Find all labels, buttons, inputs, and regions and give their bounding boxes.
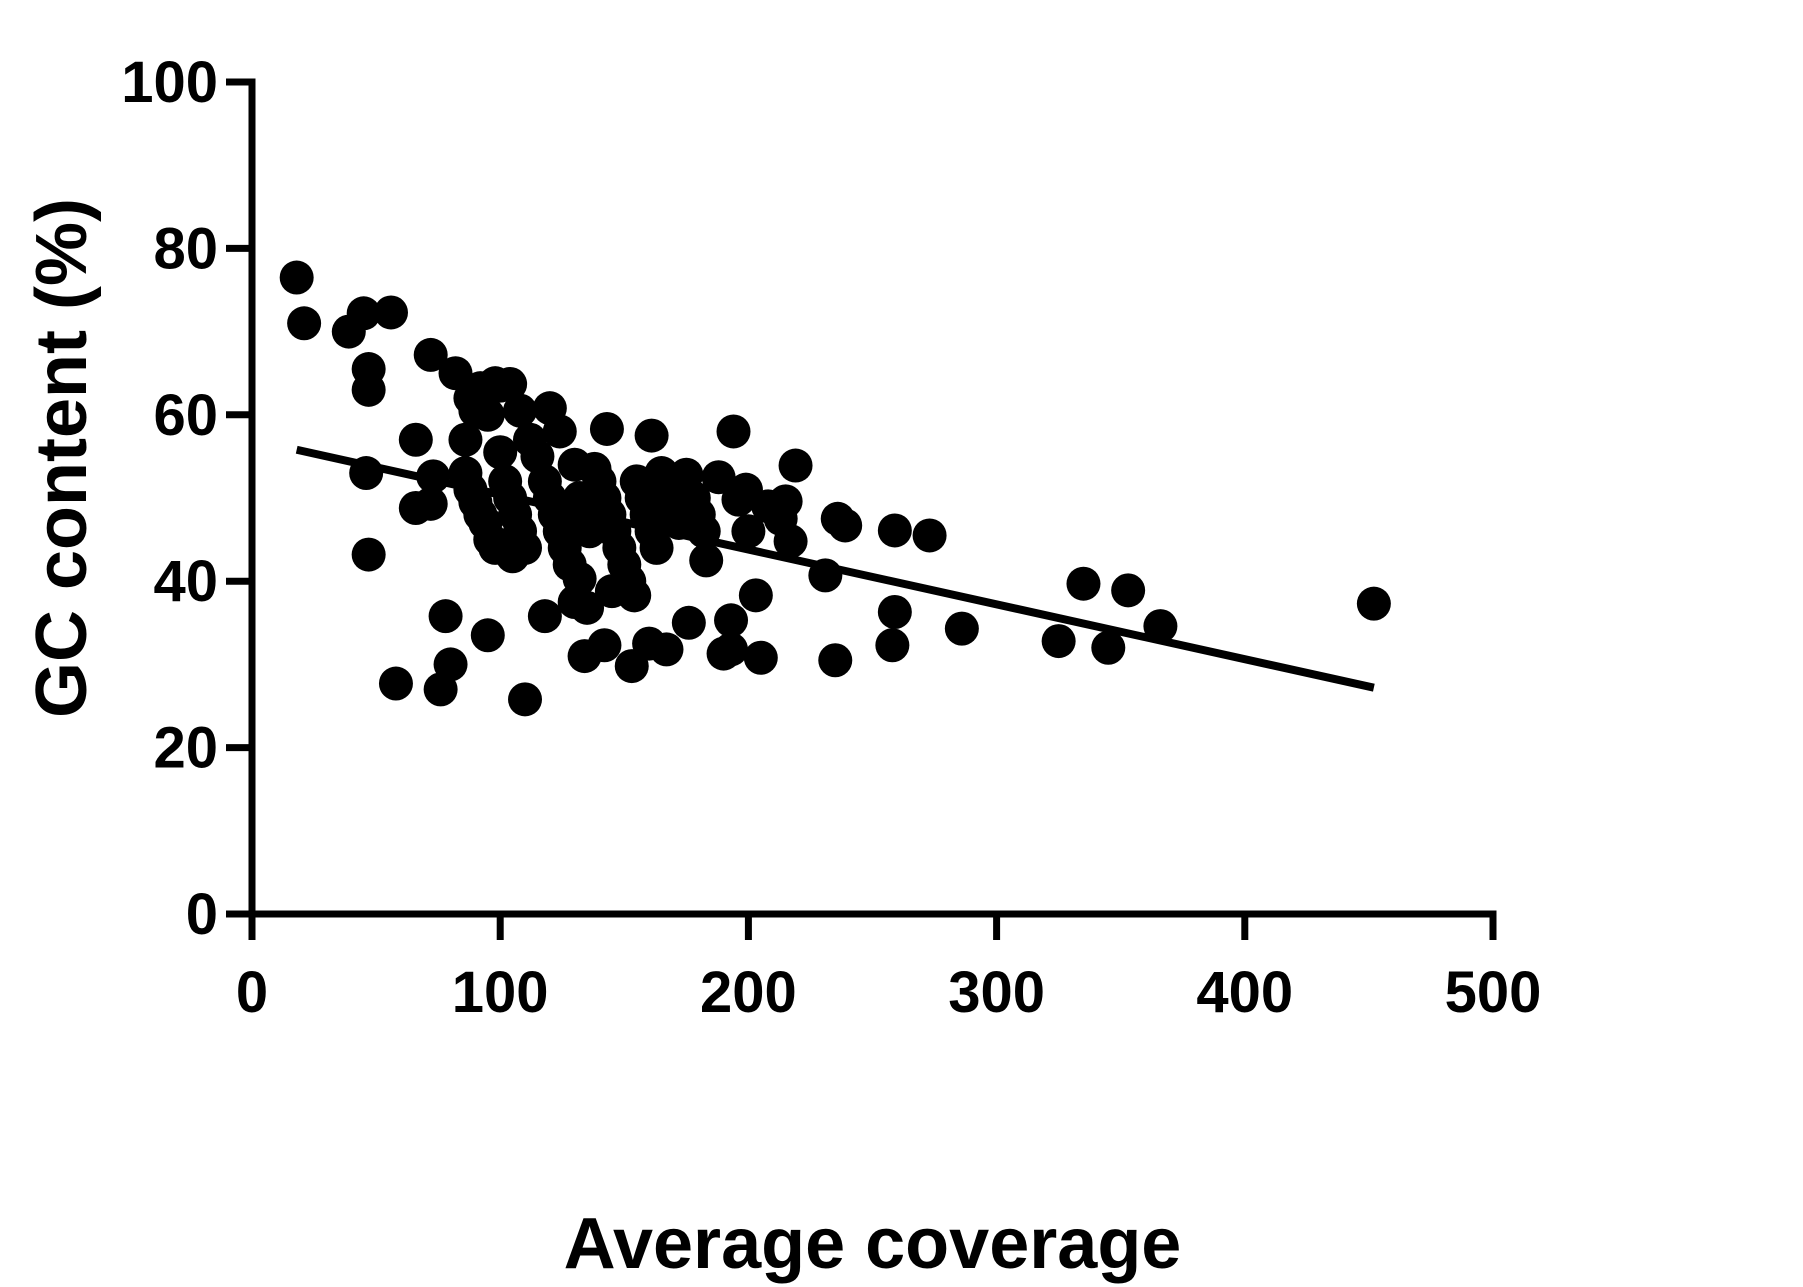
trend-line: [295, 445, 1375, 692]
data-point: [743, 640, 778, 675]
data-point: [944, 611, 979, 646]
data-point: [1091, 630, 1126, 665]
data-point: [351, 372, 386, 407]
tick-labels: 0 20 40 60 80 100 0 100 200 300 400 500: [121, 50, 1541, 1025]
data-point: [562, 561, 597, 596]
data-point: [731, 514, 766, 549]
y-tick-label: 20: [153, 716, 218, 781]
data-point: [373, 295, 408, 330]
data-points: [279, 260, 1391, 717]
data-point: [287, 306, 322, 341]
data-point: [398, 490, 433, 525]
y-tick-label: 0: [186, 882, 218, 947]
data-point: [714, 632, 749, 667]
data-point: [351, 537, 386, 572]
data-point: [818, 643, 853, 678]
data-point: [589, 411, 624, 446]
data-point: [587, 628, 622, 663]
data-point: [428, 599, 463, 634]
x-tick-label: 100: [452, 960, 549, 1025]
trend-line-group: [295, 445, 1375, 692]
data-point: [617, 578, 652, 613]
data-point: [778, 448, 813, 483]
data-point: [714, 603, 749, 638]
data-point: [639, 530, 674, 565]
data-point: [470, 397, 505, 432]
data-point: [527, 599, 562, 634]
data-point: [768, 484, 803, 519]
data-point: [413, 337, 448, 372]
data-point: [738, 578, 773, 613]
data-point: [448, 422, 483, 457]
x-axis-title: Average coverage: [564, 1204, 1182, 1284]
y-axis-title: GC content (%): [22, 198, 102, 718]
x-tick-label: 200: [700, 960, 797, 1025]
data-point: [634, 418, 669, 453]
data-point: [1066, 566, 1101, 601]
data-point: [773, 524, 808, 559]
data-point: [689, 543, 724, 578]
data-point: [1111, 573, 1146, 608]
data-point: [716, 414, 751, 449]
data-point: [470, 618, 505, 653]
data-point: [493, 367, 528, 402]
data-point: [438, 356, 473, 391]
data-point: [649, 632, 684, 667]
data-point: [877, 513, 912, 548]
data-point: [1041, 624, 1076, 659]
data-point: [671, 605, 706, 640]
y-tick-label: 80: [153, 216, 218, 281]
axes: [226, 78, 1497, 940]
data-point: [346, 296, 381, 331]
x-tick-label: 500: [1445, 960, 1542, 1025]
data-point: [398, 422, 433, 457]
data-point: [912, 518, 947, 553]
data-point: [483, 435, 518, 470]
y-tick-label: 40: [153, 549, 218, 614]
data-point: [570, 590, 605, 625]
data-point: [875, 628, 910, 663]
x-tick-label: 400: [1196, 960, 1293, 1025]
data-point: [495, 539, 530, 574]
data-point: [508, 682, 543, 717]
y-tick-label: 100: [121, 50, 218, 115]
x-tick-label: 0: [236, 960, 268, 1025]
data-point: [1356, 586, 1391, 621]
data-point: [701, 460, 736, 495]
y-tick-label: 60: [153, 383, 218, 448]
data-point: [828, 508, 863, 543]
data-point: [503, 393, 538, 428]
data-point: [423, 672, 458, 707]
data-point: [279, 260, 314, 295]
data-point: [877, 594, 912, 629]
data-point: [378, 666, 413, 701]
x-tick-label: 300: [948, 960, 1045, 1025]
data-point: [542, 414, 577, 449]
